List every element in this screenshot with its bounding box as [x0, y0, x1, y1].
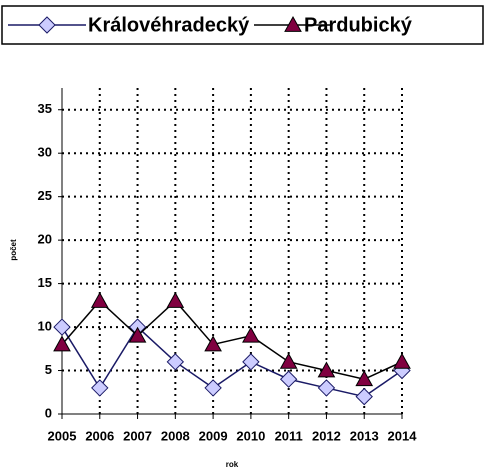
data-point — [242, 326, 260, 343]
x-tick-label: 2007 — [123, 428, 152, 443]
y-axis-title: počet — [9, 239, 18, 261]
series-line — [61, 299, 403, 381]
data-point — [317, 379, 336, 397]
y-tick-label: 15 — [38, 275, 52, 290]
y-tick-label: 20 — [38, 232, 52, 247]
x-tick-label: 2012 — [312, 428, 341, 443]
data-point — [317, 361, 336, 378]
legend-label: Pardubický — [304, 14, 413, 36]
x-tick-label: 2010 — [236, 428, 265, 443]
data-point — [279, 370, 298, 388]
x-tick-label: 2011 — [275, 428, 303, 443]
y-tick-label: 5 — [45, 362, 52, 377]
data-point — [355, 370, 374, 387]
y-tick-label: 10 — [38, 319, 52, 334]
x-tick-label: 2006 — [85, 428, 114, 443]
y-tick-label: 30 — [38, 145, 52, 160]
y-tick-label: 35 — [38, 101, 52, 116]
data-point — [53, 335, 71, 352]
data-point — [166, 353, 185, 371]
x-axis-title: rok — [226, 460, 239, 469]
x-tick-label: 2009 — [199, 428, 228, 443]
legend-label: Královéhradecký — [88, 14, 250, 36]
data-point — [128, 326, 147, 343]
data-point — [355, 387, 373, 406]
y-tick-label: 0 — [45, 405, 52, 420]
legend-marker — [284, 15, 302, 32]
data-point — [90, 291, 109, 308]
data-point — [279, 352, 298, 369]
data-point — [204, 379, 222, 397]
data-point — [393, 352, 411, 369]
data-point — [91, 379, 109, 397]
x-tick-label: 2005 — [48, 428, 77, 443]
x-tick-label: 2014 — [388, 428, 418, 443]
x-tick-label: 2008 — [161, 428, 190, 443]
legend-marker — [38, 16, 56, 34]
data-point — [204, 335, 222, 352]
data-point — [53, 318, 71, 336]
series-line — [61, 325, 403, 398]
x-tick-label: 2013 — [350, 428, 379, 443]
data-point — [166, 291, 185, 308]
y-tick-label: 25 — [38, 188, 52, 203]
data-point — [242, 353, 260, 371]
